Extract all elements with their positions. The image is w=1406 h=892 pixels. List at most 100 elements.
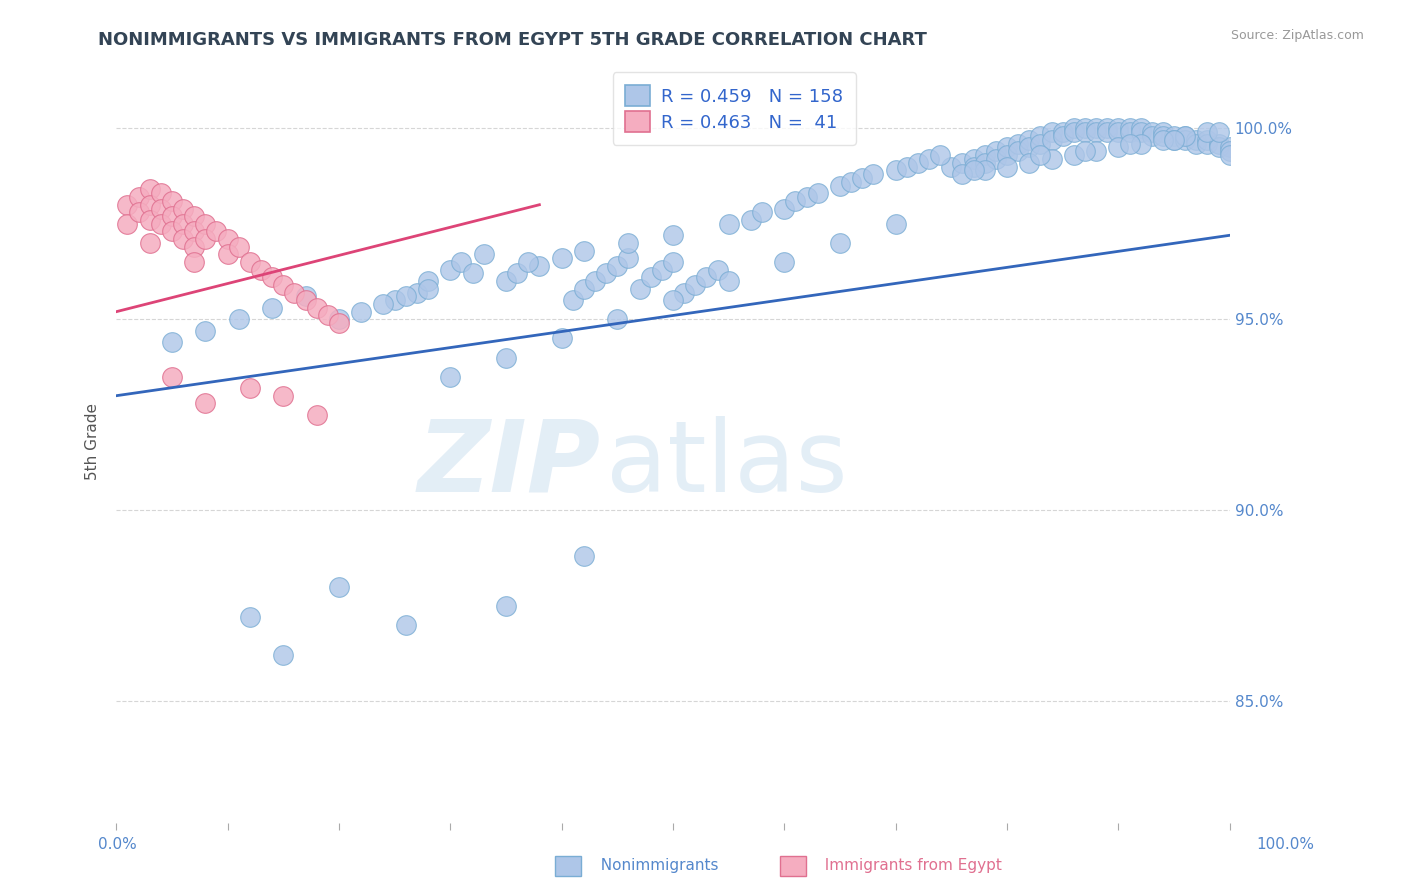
Point — [1052, 125, 1074, 139]
Point — [1085, 121, 1108, 136]
Point — [160, 369, 183, 384]
Point — [796, 190, 818, 204]
Point — [160, 194, 183, 208]
Point — [217, 247, 239, 261]
Point — [1107, 140, 1129, 154]
Point — [1208, 136, 1230, 151]
Point — [862, 167, 884, 181]
Point — [628, 282, 651, 296]
Point — [617, 235, 640, 250]
Point — [271, 648, 294, 663]
Point — [984, 152, 1007, 166]
Point — [1174, 128, 1197, 143]
Text: Source: ZipAtlas.com: Source: ZipAtlas.com — [1230, 29, 1364, 42]
Point — [1140, 128, 1163, 143]
Point — [183, 209, 205, 223]
Point — [1007, 145, 1029, 159]
Point — [1152, 128, 1174, 143]
Point — [973, 155, 995, 169]
Point — [239, 255, 262, 269]
Point — [138, 182, 160, 196]
Point — [1063, 125, 1085, 139]
Point — [228, 312, 250, 326]
Point — [239, 610, 262, 624]
Point — [149, 217, 172, 231]
Text: 0.0%: 0.0% — [98, 838, 138, 852]
Point — [506, 267, 529, 281]
Point — [1197, 136, 1219, 151]
Point — [973, 163, 995, 178]
Point — [606, 259, 628, 273]
Point — [1197, 133, 1219, 147]
Point — [406, 285, 429, 300]
Text: Nonimmigrants: Nonimmigrants — [591, 858, 718, 872]
Point — [617, 251, 640, 265]
Point — [228, 240, 250, 254]
Point — [952, 167, 974, 181]
Point — [262, 270, 284, 285]
Point — [550, 251, 572, 265]
Point — [773, 255, 796, 269]
Point — [495, 599, 517, 613]
Point — [517, 255, 540, 269]
Point — [271, 389, 294, 403]
Point — [373, 297, 395, 311]
Point — [1040, 133, 1063, 147]
Point — [595, 267, 617, 281]
Point — [662, 255, 685, 269]
Point — [262, 301, 284, 315]
Point — [662, 293, 685, 308]
Point — [1063, 148, 1085, 162]
Point — [640, 270, 662, 285]
Point — [751, 205, 773, 219]
Point — [384, 293, 406, 308]
Point — [529, 259, 551, 273]
Point — [995, 160, 1018, 174]
Point — [1185, 133, 1208, 147]
Point — [828, 178, 851, 193]
Point — [395, 618, 418, 632]
Point — [250, 262, 273, 277]
Point — [294, 289, 316, 303]
Point — [695, 270, 717, 285]
Text: 100.0%: 100.0% — [1257, 838, 1315, 852]
Point — [651, 262, 673, 277]
Point — [461, 267, 484, 281]
Point — [1029, 148, 1052, 162]
Point — [1074, 125, 1097, 139]
Point — [205, 224, 228, 238]
Point — [194, 232, 217, 246]
Point — [1163, 128, 1185, 143]
Text: NONIMMIGRANTS VS IMMIGRANTS FROM EGYPT 5TH GRADE CORRELATION CHART: NONIMMIGRANTS VS IMMIGRANTS FROM EGYPT 5… — [98, 31, 928, 49]
Point — [1007, 136, 1029, 151]
Point — [1219, 145, 1241, 159]
Point — [717, 217, 740, 231]
Point — [450, 255, 472, 269]
Point — [884, 217, 907, 231]
Point — [194, 217, 217, 231]
Point — [183, 240, 205, 254]
Point — [1163, 133, 1185, 147]
Point — [717, 274, 740, 288]
Point — [740, 213, 762, 227]
Point — [472, 247, 495, 261]
Point — [1129, 136, 1152, 151]
Point — [305, 408, 328, 422]
Point — [117, 198, 139, 212]
Point — [929, 148, 952, 162]
Point — [1107, 125, 1129, 139]
Point — [138, 213, 160, 227]
Point — [572, 282, 595, 296]
Point — [884, 163, 907, 178]
Point — [828, 235, 851, 250]
Point — [1129, 125, 1152, 139]
Point — [328, 580, 350, 594]
Point — [117, 217, 139, 231]
Point — [1018, 155, 1040, 169]
Point — [952, 155, 974, 169]
Point — [283, 285, 305, 300]
Point — [662, 228, 685, 243]
Point — [1097, 125, 1119, 139]
Point — [395, 289, 418, 303]
Point — [683, 277, 706, 292]
